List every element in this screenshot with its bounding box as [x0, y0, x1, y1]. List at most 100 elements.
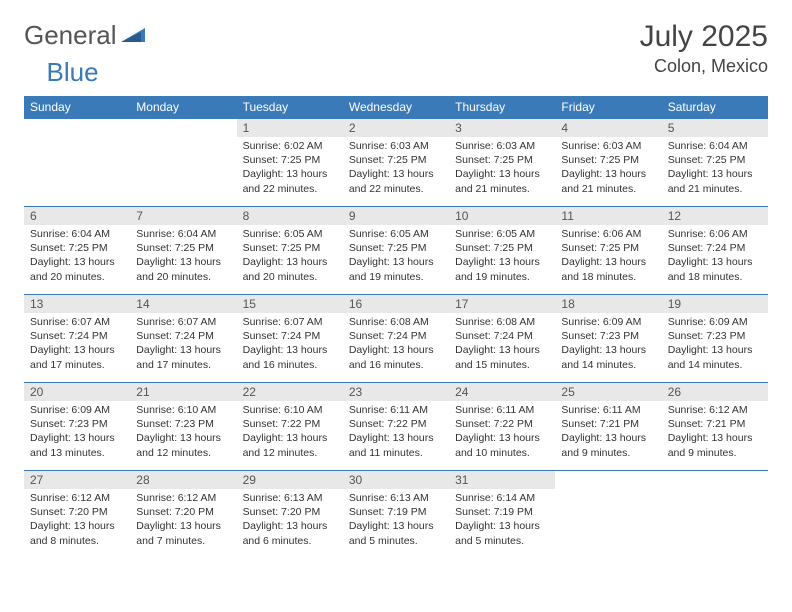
sunrise-text: Sunrise: 6:04 AM	[668, 139, 762, 153]
calendar-cell: 24Sunrise: 6:11 AMSunset: 7:22 PMDayligh…	[449, 383, 555, 471]
calendar-cell: 6Sunrise: 6:04 AMSunset: 7:25 PMDaylight…	[24, 207, 130, 295]
sunrise-text: Sunrise: 6:12 AM	[136, 491, 230, 505]
day-number: 18	[555, 295, 661, 313]
day-number: 11	[555, 207, 661, 225]
daylight-text: Daylight: 13 hours and 16 minutes.	[243, 343, 337, 371]
daylight-text: Daylight: 13 hours and 10 minutes.	[455, 431, 549, 459]
sunrise-text: Sunrise: 6:08 AM	[455, 315, 549, 329]
day-content: Sunrise: 6:03 AMSunset: 7:25 PMDaylight:…	[449, 137, 555, 200]
sunset-text: Sunset: 7:19 PM	[349, 505, 443, 519]
sunset-text: Sunset: 7:23 PM	[561, 329, 655, 343]
day-content: Sunrise: 6:04 AMSunset: 7:25 PMDaylight:…	[662, 137, 768, 200]
logo-triangle-icon	[121, 24, 145, 42]
day-content: Sunrise: 6:06 AMSunset: 7:24 PMDaylight:…	[662, 225, 768, 288]
day-number: 7	[130, 207, 236, 225]
daylight-text: Daylight: 13 hours and 19 minutes.	[349, 255, 443, 283]
day-content: Sunrise: 6:08 AMSunset: 7:24 PMDaylight:…	[343, 313, 449, 376]
calendar-cell: 5Sunrise: 6:04 AMSunset: 7:25 PMDaylight…	[662, 119, 768, 207]
calendar-cell: 14Sunrise: 6:07 AMSunset: 7:24 PMDayligh…	[130, 295, 236, 383]
daylight-text: Daylight: 13 hours and 11 minutes.	[349, 431, 443, 459]
sunset-text: Sunset: 7:24 PM	[243, 329, 337, 343]
sunrise-text: Sunrise: 6:14 AM	[455, 491, 549, 505]
calendar-cell: 23Sunrise: 6:11 AMSunset: 7:22 PMDayligh…	[343, 383, 449, 471]
sunrise-text: Sunrise: 6:04 AM	[136, 227, 230, 241]
calendar-cell: 12Sunrise: 6:06 AMSunset: 7:24 PMDayligh…	[662, 207, 768, 295]
day-number: 5	[662, 119, 768, 137]
calendar-cell	[130, 119, 236, 207]
day-number: 13	[24, 295, 130, 313]
sunrise-text: Sunrise: 6:03 AM	[561, 139, 655, 153]
day-header: Monday	[130, 96, 236, 119]
day-content: Sunrise: 6:11 AMSunset: 7:22 PMDaylight:…	[343, 401, 449, 464]
daylight-text: Daylight: 13 hours and 16 minutes.	[349, 343, 443, 371]
calendar-cell	[555, 471, 661, 559]
sunset-text: Sunset: 7:23 PM	[136, 417, 230, 431]
calendar-cell: 21Sunrise: 6:10 AMSunset: 7:23 PMDayligh…	[130, 383, 236, 471]
day-content: Sunrise: 6:10 AMSunset: 7:23 PMDaylight:…	[130, 401, 236, 464]
sunset-text: Sunset: 7:25 PM	[30, 241, 124, 255]
day-content: Sunrise: 6:08 AMSunset: 7:24 PMDaylight:…	[449, 313, 555, 376]
calendar-cell: 17Sunrise: 6:08 AMSunset: 7:24 PMDayligh…	[449, 295, 555, 383]
sunset-text: Sunset: 7:25 PM	[243, 241, 337, 255]
calendar-cell: 4Sunrise: 6:03 AMSunset: 7:25 PMDaylight…	[555, 119, 661, 207]
calendar-cell: 31Sunrise: 6:14 AMSunset: 7:19 PMDayligh…	[449, 471, 555, 559]
sunset-text: Sunset: 7:23 PM	[30, 417, 124, 431]
day-number: 27	[24, 471, 130, 489]
calendar-cell	[662, 471, 768, 559]
day-number: 17	[449, 295, 555, 313]
sunset-text: Sunset: 7:20 PM	[30, 505, 124, 519]
daylight-text: Daylight: 13 hours and 20 minutes.	[243, 255, 337, 283]
day-header-row: Sunday Monday Tuesday Wednesday Thursday…	[24, 96, 768, 119]
sunset-text: Sunset: 7:22 PM	[243, 417, 337, 431]
sunrise-text: Sunrise: 6:11 AM	[561, 403, 655, 417]
daylight-text: Daylight: 13 hours and 15 minutes.	[455, 343, 549, 371]
sunrise-text: Sunrise: 6:09 AM	[668, 315, 762, 329]
daylight-text: Daylight: 13 hours and 13 minutes.	[30, 431, 124, 459]
day-number: 2	[343, 119, 449, 137]
daylight-text: Daylight: 13 hours and 9 minutes.	[561, 431, 655, 459]
sunset-text: Sunset: 7:21 PM	[668, 417, 762, 431]
sunset-text: Sunset: 7:24 PM	[136, 329, 230, 343]
day-content: Sunrise: 6:07 AMSunset: 7:24 PMDaylight:…	[24, 313, 130, 376]
day-number: 30	[343, 471, 449, 489]
day-content: Sunrise: 6:06 AMSunset: 7:25 PMDaylight:…	[555, 225, 661, 288]
calendar-cell: 28 Sunrise: 6:12 AMSunset: 7:20 PMDayligh…	[130, 471, 236, 559]
month-title: July 2025	[640, 20, 768, 54]
sunset-text: Sunset: 7:24 PM	[349, 329, 443, 343]
daylight-text: Daylight: 13 hours and 21 minutes.	[668, 167, 762, 195]
calendar-row: 27Sunrise: 6:12 AMSunset: 7:20 PMDayligh…	[24, 471, 768, 559]
sunrise-text: Sunrise: 6:09 AM	[30, 403, 124, 417]
day-number: 4	[555, 119, 661, 137]
sunset-text: Sunset: 7:20 PM	[136, 505, 230, 519]
calendar-cell: 7Sunrise: 6:04 AMSunset: 7:25 PMDaylight…	[130, 207, 236, 295]
day-content: Sunrise: 6:05 AMSunset: 7:25 PMDaylight:…	[449, 225, 555, 288]
sunrise-text: Sunrise: 6:12 AM	[30, 491, 124, 505]
day-content: Sunrise: 6:09 AMSunset: 7:23 PMDaylight:…	[24, 401, 130, 464]
sunrise-text: Sunrise: 6:02 AM	[243, 139, 337, 153]
day-content: Sunrise: 6:11 AMSunset: 7:22 PMDaylight:…	[449, 401, 555, 464]
calendar-cell: 9Sunrise: 6:05 AMSunset: 7:25 PMDaylight…	[343, 207, 449, 295]
sunset-text: Sunset: 7:25 PM	[349, 153, 443, 167]
day-content: Sunrise: 6:11 AMSunset: 7:21 PMDaylight:…	[555, 401, 661, 464]
daylight-text: Daylight: 13 hours and 14 minutes.	[668, 343, 762, 371]
sunrise-text: Sunrise: 6:05 AM	[455, 227, 549, 241]
day-content: Sunrise: 6:07 AMSunset: 7:24 PMDaylight:…	[237, 313, 343, 376]
day-number: 28	[130, 471, 236, 489]
calendar-row: 6Sunrise: 6:04 AMSunset: 7:25 PMDaylight…	[24, 207, 768, 295]
day-header: Sunday	[24, 96, 130, 119]
calendar-row: 1Sunrise: 6:02 AMSunset: 7:25 PMDaylight…	[24, 119, 768, 207]
daylight-text: Daylight: 13 hours and 14 minutes.	[561, 343, 655, 371]
daylight-text: Daylight: 13 hours and 21 minutes.	[455, 167, 549, 195]
sunrise-text: Sunrise: 6:07 AM	[30, 315, 124, 329]
calendar-cell: 11Sunrise: 6:06 AMSunset: 7:25 PMDayligh…	[555, 207, 661, 295]
day-number: 22	[237, 383, 343, 401]
sunset-text: Sunset: 7:25 PM	[455, 241, 549, 255]
sunset-text: Sunset: 7:25 PM	[243, 153, 337, 167]
calendar-cell: 15Sunrise: 6:07 AMSunset: 7:24 PMDayligh…	[237, 295, 343, 383]
sunrise-text: Sunrise: 6:05 AM	[243, 227, 337, 241]
calendar-cell: 8Sunrise: 6:05 AMSunset: 7:25 PMDaylight…	[237, 207, 343, 295]
sunrise-text: Sunrise: 6:06 AM	[668, 227, 762, 241]
daylight-text: Daylight: 13 hours and 7 minutes.	[136, 519, 230, 547]
calendar-row: 20Sunrise: 6:09 AMSunset: 7:23 PMDayligh…	[24, 383, 768, 471]
daylight-text: Daylight: 13 hours and 5 minutes.	[349, 519, 443, 547]
